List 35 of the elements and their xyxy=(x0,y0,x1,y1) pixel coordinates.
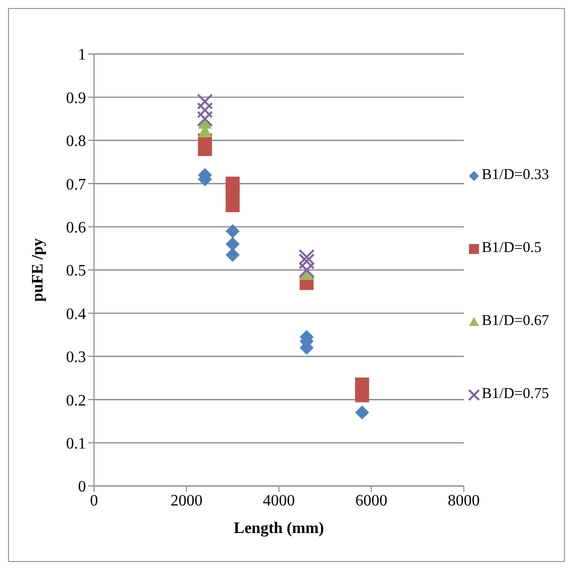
x-tick-label: 0 xyxy=(90,492,98,510)
y-tick-label: 0.9 xyxy=(66,90,86,107)
point xyxy=(226,198,240,212)
y-tick-label: 0.4 xyxy=(66,306,86,323)
x-tick-label: 2000 xyxy=(170,492,202,510)
y-tick-label: 0.6 xyxy=(66,219,86,236)
point xyxy=(298,249,315,266)
y-tick-label: 1 xyxy=(78,46,86,64)
point xyxy=(196,102,213,118)
x-axis-title: Length (mm) xyxy=(234,520,324,537)
legend-label: B1/D=0.67 xyxy=(482,313,549,330)
y-tick-label: 0 xyxy=(78,478,86,496)
point xyxy=(355,377,370,392)
legend-label: B1/D=0.5 xyxy=(482,240,542,257)
legend-label: B1/D=0.33 xyxy=(482,167,549,184)
point xyxy=(298,253,315,270)
y-tick-label: 0.2 xyxy=(66,392,86,410)
x-tick-label: 8000 xyxy=(448,492,480,510)
point xyxy=(226,248,240,262)
y-tick-label: 0.5 xyxy=(66,262,86,280)
x-tick-label: 4000 xyxy=(262,492,295,510)
y-tick-label: 0.7 xyxy=(66,176,86,194)
x-tick-label: 6000 xyxy=(355,492,388,510)
point xyxy=(355,406,370,420)
y-axis-title: puFE /py xyxy=(30,238,47,302)
point xyxy=(196,94,213,110)
point xyxy=(298,262,315,278)
point xyxy=(226,224,240,238)
legend-label: B1/D=0.75 xyxy=(482,386,549,403)
point xyxy=(196,110,213,127)
y-tick-label: 0.3 xyxy=(66,349,86,366)
y-tick-label: 0.8 xyxy=(66,133,86,150)
y-tick-label: 0.1 xyxy=(66,435,86,452)
point xyxy=(226,237,240,252)
point xyxy=(226,176,240,191)
